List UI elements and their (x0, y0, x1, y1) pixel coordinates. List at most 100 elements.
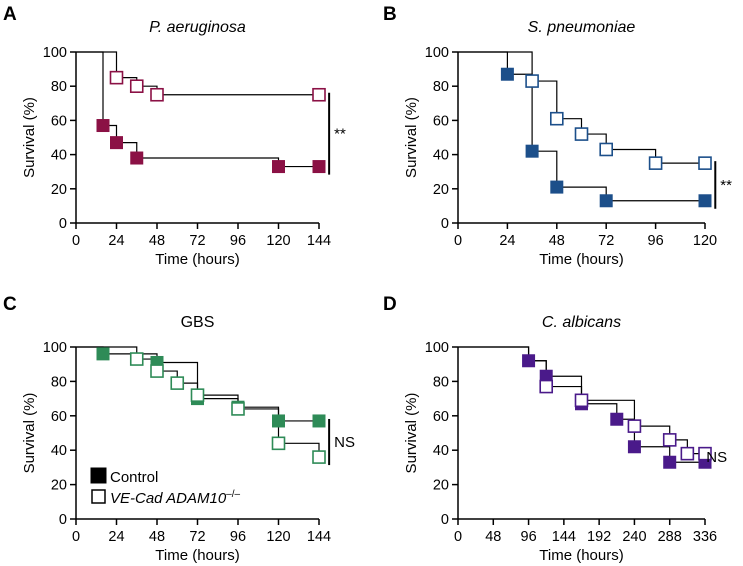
x-axis-title: Time (hours) (155, 547, 239, 564)
control-marker (550, 180, 564, 194)
knockout-marker (312, 450, 326, 464)
y-tick-label: 80 (433, 374, 449, 390)
y-tick-label: 0 (441, 216, 449, 232)
y-tick-label: 100 (425, 45, 449, 61)
knockout-marker (574, 393, 589, 408)
panel-letter: D (383, 294, 397, 315)
panel-letter: C (3, 294, 17, 315)
control-marker (663, 455, 677, 469)
x-tick-label: 336 (693, 529, 717, 545)
x-tick-label: 0 (454, 529, 462, 545)
control-marker (272, 160, 285, 174)
control-marker (130, 151, 144, 165)
panel-c: C GBS 0 20 40 60 80 100 0 24 48 72 96 120 144 Time (hou… (3, 294, 355, 564)
control-marker (698, 194, 712, 208)
knockout-marker (648, 156, 663, 170)
y-axis-title: Survival (%) (21, 393, 38, 474)
x-axis-title: Time (hours) (539, 547, 623, 564)
legend: Control VE-Cad ADAM10–/– (90, 467, 240, 507)
y-tick-label: 80 (51, 374, 67, 390)
legend-control-swatch (90, 467, 107, 484)
knockout-marker (190, 388, 205, 402)
x-tick-label: 144 (307, 529, 331, 545)
legend-control-label: Control (110, 469, 158, 486)
x-tick-label: 0 (454, 233, 462, 249)
panel-a: A P. aeruginosa 0 20 40 60 80 100 0 24 48 72 96 120 14… (3, 4, 346, 268)
y-tick-label: 80 (51, 79, 67, 95)
x-tick-label: 120 (266, 529, 290, 545)
y-tick-label: 40 (433, 443, 449, 459)
knockout-marker (698, 446, 712, 461)
x-tick-label: 48 (549, 233, 565, 249)
x-tick-label: 48 (149, 233, 165, 249)
control-marker (525, 144, 539, 158)
knockout-marker (231, 402, 245, 416)
x-tick-label: 24 (108, 233, 124, 249)
significance-label: ** (720, 177, 732, 194)
knockout-marker (698, 156, 712, 170)
y-tick-label: 100 (43, 340, 67, 356)
y-tick-label: 20 (51, 182, 67, 198)
knockout-marker (549, 111, 564, 126)
control-marker (599, 194, 613, 208)
x-tick-label: 48 (149, 529, 165, 545)
panel-title: P. aeruginosa (149, 19, 246, 36)
y-tick-label: 40 (51, 443, 67, 459)
control-marker (96, 347, 110, 361)
control-marker (500, 67, 514, 81)
knockout-marker (599, 142, 614, 157)
knockout-marker (129, 352, 144, 366)
x-axis-title: Time (hours) (155, 251, 239, 268)
x-tick-label: 120 (266, 233, 290, 249)
knockout-marker (627, 419, 642, 433)
panel-title: GBS (181, 314, 215, 331)
control-curve (458, 51, 705, 202)
y-tick-label: 60 (433, 409, 449, 425)
y-tick-label: 60 (433, 113, 449, 129)
x-tick-label: 96 (230, 529, 246, 545)
y-axis-title: Survival (%) (21, 97, 38, 178)
x-tick-label: 96 (648, 233, 664, 249)
y-tick-label: 40 (51, 148, 67, 164)
x-tick-label: 96 (230, 233, 246, 249)
y-tick-label: 20 (51, 478, 67, 494)
control-curve (76, 51, 319, 168)
knockout-marker (109, 70, 124, 85)
control-marker (272, 414, 285, 428)
control-marker (312, 414, 326, 428)
y-tick-label: 0 (59, 216, 67, 232)
knockout-marker (129, 79, 144, 93)
x-tick-label: 0 (72, 233, 80, 249)
significance-label: NS (706, 449, 727, 466)
y-tick-label: 100 (43, 45, 67, 61)
x-tick-label: 24 (108, 529, 124, 545)
x-tick-label: 72 (189, 529, 205, 545)
panel-b: B S. pneumoniae 0 20 40 60 80 100 0 24 48 72 96 120 Ti… (383, 4, 732, 268)
x-axis-title: Time (hours) (539, 251, 623, 268)
x-tick-label: 288 (658, 529, 682, 545)
knockout-marker (680, 446, 695, 461)
panel-letter: A (3, 4, 17, 25)
control-marker (627, 440, 641, 454)
control-marker (610, 412, 624, 426)
knockout-marker (271, 436, 286, 451)
panel-title: S. pneumoniae (528, 19, 636, 36)
x-tick-label: 72 (598, 233, 614, 249)
legend-knockout-swatch (91, 489, 106, 504)
x-tick-label: 48 (485, 529, 501, 545)
y-tick-label: 80 (433, 79, 449, 95)
y-tick-label: 20 (433, 478, 449, 494)
knockout-marker (150, 87, 164, 102)
x-tick-label: 96 (521, 529, 537, 545)
x-tick-label: 72 (189, 233, 205, 249)
panel-letter: B (383, 4, 397, 25)
legend-knockout-label: VE-Cad ADAM10–/– (110, 489, 240, 507)
knockout-marker (525, 74, 539, 88)
legend-knockout-superscript: –/– (226, 489, 240, 500)
control-marker (110, 136, 123, 150)
y-tick-label: 0 (59, 512, 67, 528)
knockout-marker (170, 376, 185, 390)
y-tick-label: 40 (433, 148, 449, 164)
knockout-marker (574, 127, 589, 141)
